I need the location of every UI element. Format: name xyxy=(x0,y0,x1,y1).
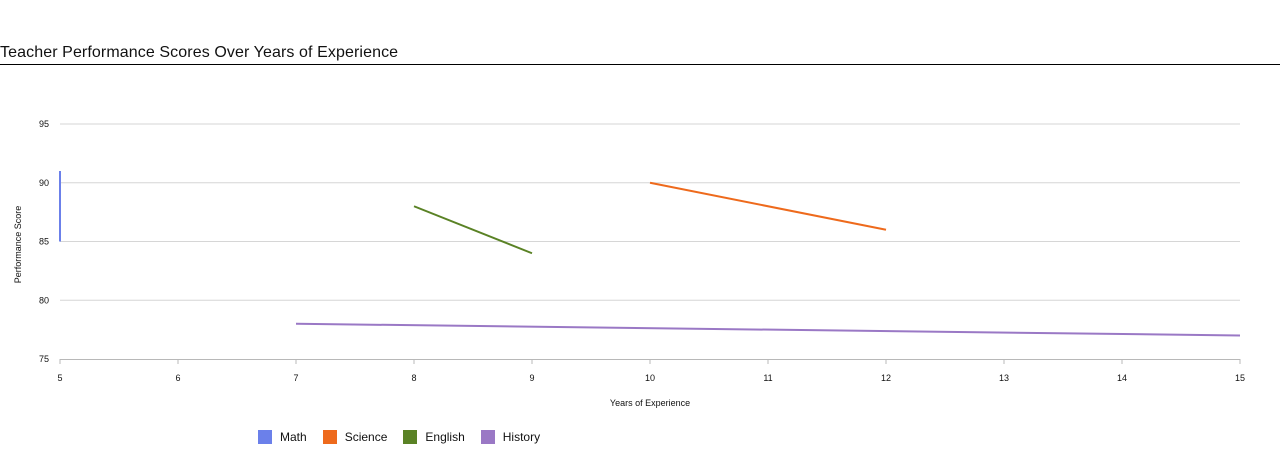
y-tick-label: 90 xyxy=(39,178,49,188)
legend-label: History xyxy=(502,430,541,444)
y-tick-label: 80 xyxy=(39,295,49,305)
x-tick-label: 13 xyxy=(999,373,1009,383)
series-lines xyxy=(59,171,1241,337)
y-axis-title: Performance Score xyxy=(13,206,23,284)
x-tick-label: 5 xyxy=(57,373,62,383)
axes: 75 80 85 90 95 5 6 7 8 9 10 11 12 13 14 15 xyxy=(39,119,1245,383)
legend-item-science[interactable]: Science xyxy=(322,430,388,444)
legend-swatch xyxy=(403,430,418,444)
y-tick-label: 75 xyxy=(39,354,49,364)
x-tick-label: 10 xyxy=(645,373,655,383)
series-line-english xyxy=(413,205,533,255)
x-tick-label: 6 xyxy=(175,373,180,383)
title-bar: Teacher Performance Scores Over Years of… xyxy=(0,42,1280,65)
x-tick-label: 15 xyxy=(1235,373,1245,383)
y-tick-label: 95 xyxy=(39,119,49,129)
legend-swatch xyxy=(322,430,337,444)
series-line-history xyxy=(295,322,1241,337)
x-tick-label: 9 xyxy=(529,373,534,383)
x-tick-label: 8 xyxy=(411,373,416,383)
chart-title: Teacher Performance Scores Over Years of… xyxy=(0,44,399,61)
legend-swatch xyxy=(258,430,272,444)
x-axis-title: Years of Experience xyxy=(610,398,690,408)
legend-label: English xyxy=(425,430,465,444)
legend-item-history[interactable]: History xyxy=(480,430,541,444)
legend-label: Math xyxy=(280,430,307,444)
y-tick-label: 85 xyxy=(39,237,49,247)
legend-swatch xyxy=(480,430,495,444)
x-tick-label: 7 xyxy=(293,373,298,383)
series-line-science xyxy=(649,181,887,231)
x-tick-label: 12 xyxy=(881,373,891,383)
x-tick-label: 14 xyxy=(1117,373,1127,383)
legend-label: Science xyxy=(344,430,388,444)
legend: Math Science English History xyxy=(258,430,556,444)
x-tick-label: 11 xyxy=(763,373,772,383)
gridlines xyxy=(60,123,1240,301)
legend-item-english[interactable]: English xyxy=(403,430,465,444)
legend-item-math[interactable]: Math xyxy=(258,430,307,444)
